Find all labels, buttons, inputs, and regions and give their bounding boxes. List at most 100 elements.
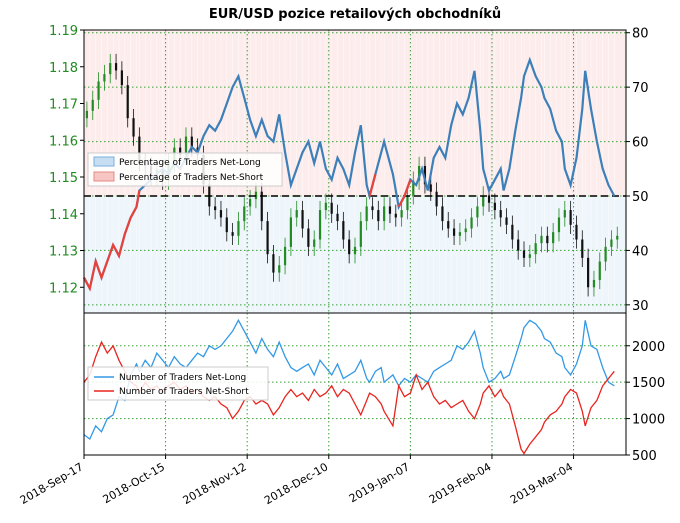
price-candle-body bbox=[365, 206, 368, 222]
price-candle-body bbox=[464, 228, 467, 233]
price-candle-body bbox=[598, 261, 601, 280]
price-candle-body bbox=[476, 206, 479, 218]
bottom-panel-frame bbox=[83, 312, 627, 456]
price-candle-body bbox=[400, 210, 403, 218]
count-tick-label: 1000 bbox=[632, 413, 665, 428]
price-candle-body bbox=[610, 239, 613, 247]
price-candle-body bbox=[388, 206, 392, 214]
net-short-pct-line bbox=[83, 190, 141, 292]
price-candle-body bbox=[184, 136, 188, 155]
price-candle-body bbox=[482, 195, 485, 207]
percent-tick-label: 50 bbox=[632, 190, 649, 205]
price-candle-body bbox=[301, 210, 304, 229]
price-tick-label: 1.16 bbox=[49, 134, 78, 149]
price-candle-body bbox=[383, 206, 386, 222]
price-candle-body bbox=[412, 180, 415, 196]
price-candle-body bbox=[138, 136, 141, 163]
price-candle-body bbox=[534, 243, 537, 255]
count-tick-label: 1500 bbox=[632, 376, 665, 391]
price-candle-body bbox=[179, 147, 182, 155]
percent-axis-ticks: 80 70 60 50 40 30 bbox=[626, 27, 649, 314]
price-candle-body bbox=[423, 165, 427, 185]
count-tick-label: 500 bbox=[632, 449, 657, 464]
price-candle-body bbox=[307, 228, 310, 247]
net-short-pct-line bbox=[368, 173, 377, 197]
price-candle-body bbox=[225, 217, 228, 233]
price-candle-body bbox=[418, 165, 421, 181]
price-candle-body bbox=[231, 232, 234, 236]
price-candle-body bbox=[592, 279, 596, 288]
price-tick-label: 1.13 bbox=[49, 245, 78, 260]
price-candle-body bbox=[458, 232, 462, 236]
price-candle-body bbox=[499, 210, 502, 218]
price-candle-body bbox=[91, 99, 94, 111]
price-candle-body bbox=[441, 206, 444, 222]
price-candle-body bbox=[552, 232, 555, 244]
price-candle-body bbox=[377, 210, 380, 222]
bottom-panel-border bbox=[83, 312, 627, 456]
price-candle-body bbox=[126, 85, 129, 119]
price-candle-body bbox=[616, 235, 619, 240]
price-candle-body bbox=[371, 206, 374, 211]
price-candle-body bbox=[517, 239, 520, 251]
date-tick-label: 2018-Sep-17 bbox=[18, 460, 86, 507]
price-candle-body bbox=[278, 265, 281, 273]
count-tick-label: 2000 bbox=[632, 340, 665, 355]
date-tick-label: 2018-Dec-10 bbox=[262, 460, 330, 507]
price-tick-label: 1.18 bbox=[49, 61, 78, 76]
price-candle-body bbox=[569, 210, 572, 225]
price-candle-body bbox=[266, 221, 269, 255]
price-candle-body bbox=[214, 206, 217, 211]
price-candle-body bbox=[330, 202, 333, 214]
top-legend-box bbox=[87, 152, 283, 187]
price-candle-body bbox=[243, 206, 246, 222]
price-candle-body bbox=[557, 217, 561, 233]
price-tick-label: 1.14 bbox=[49, 208, 78, 223]
price-candle-body bbox=[272, 254, 275, 273]
bottom-legend-box bbox=[87, 366, 269, 401]
price-candle-body bbox=[109, 63, 112, 75]
price-candle-body bbox=[353, 246, 357, 255]
price-candle-body bbox=[429, 184, 432, 192]
date-axis-ticks: 2018-Sep-17 2018-Oct-15 2018-Nov-12 2018-De… bbox=[18, 455, 575, 507]
date-tick-label: 2018-Oct-15 bbox=[101, 460, 167, 506]
price-candle-body bbox=[103, 74, 106, 82]
date-tick-label: 2019-Mar-04 bbox=[508, 460, 575, 506]
price-candle-body bbox=[85, 110, 89, 119]
price-candle-body bbox=[435, 191, 438, 207]
price-candle-body bbox=[575, 224, 578, 240]
price-candle-body bbox=[260, 191, 263, 222]
price-candle-body bbox=[406, 195, 409, 211]
date-tick-label: 2019-Jan-07 bbox=[347, 460, 412, 505]
legend-swatch-net-short-pct bbox=[93, 171, 115, 182]
percent-tick-label: 70 bbox=[632, 81, 649, 96]
percent-tick-label: 40 bbox=[632, 244, 649, 259]
price-candle-body bbox=[336, 213, 339, 222]
price-candle-body bbox=[452, 228, 456, 236]
top-legend: Percentage of Traders Net-Long Percentag… bbox=[87, 152, 283, 187]
price-candle-body bbox=[563, 210, 566, 218]
net-short-pct-line bbox=[397, 179, 412, 208]
price-candle-body bbox=[318, 210, 322, 240]
price-candle-body bbox=[295, 210, 298, 218]
price-candle-body bbox=[505, 217, 508, 225]
percent-tick-label: 30 bbox=[632, 299, 649, 314]
price-candle-body bbox=[324, 202, 327, 211]
price-candle-body bbox=[237, 221, 240, 236]
price-candle-body bbox=[313, 239, 316, 247]
legend-label-count-long: Number of Traders Net-Long bbox=[119, 373, 246, 383]
count-axis-ticks: 2000 1500 1000 500 bbox=[626, 340, 665, 464]
bottom-legend: Number of Traders Net-Long Number of Tra… bbox=[87, 366, 269, 401]
price-tick-label: 1.12 bbox=[49, 281, 78, 296]
price-candle-body bbox=[359, 221, 362, 247]
price-candle-body bbox=[587, 257, 590, 288]
price-candle-body bbox=[289, 217, 292, 247]
price-candle-body bbox=[604, 246, 607, 262]
price-axis-ticks: 1.19 1.18 1.17 1.16 1.15 1.14 1.13 1.12 bbox=[49, 24, 84, 296]
price-candle-body bbox=[219, 210, 223, 218]
price-candle-body bbox=[487, 195, 491, 203]
price-candle-body bbox=[540, 235, 543, 244]
percent-tick-label: 80 bbox=[632, 27, 649, 42]
